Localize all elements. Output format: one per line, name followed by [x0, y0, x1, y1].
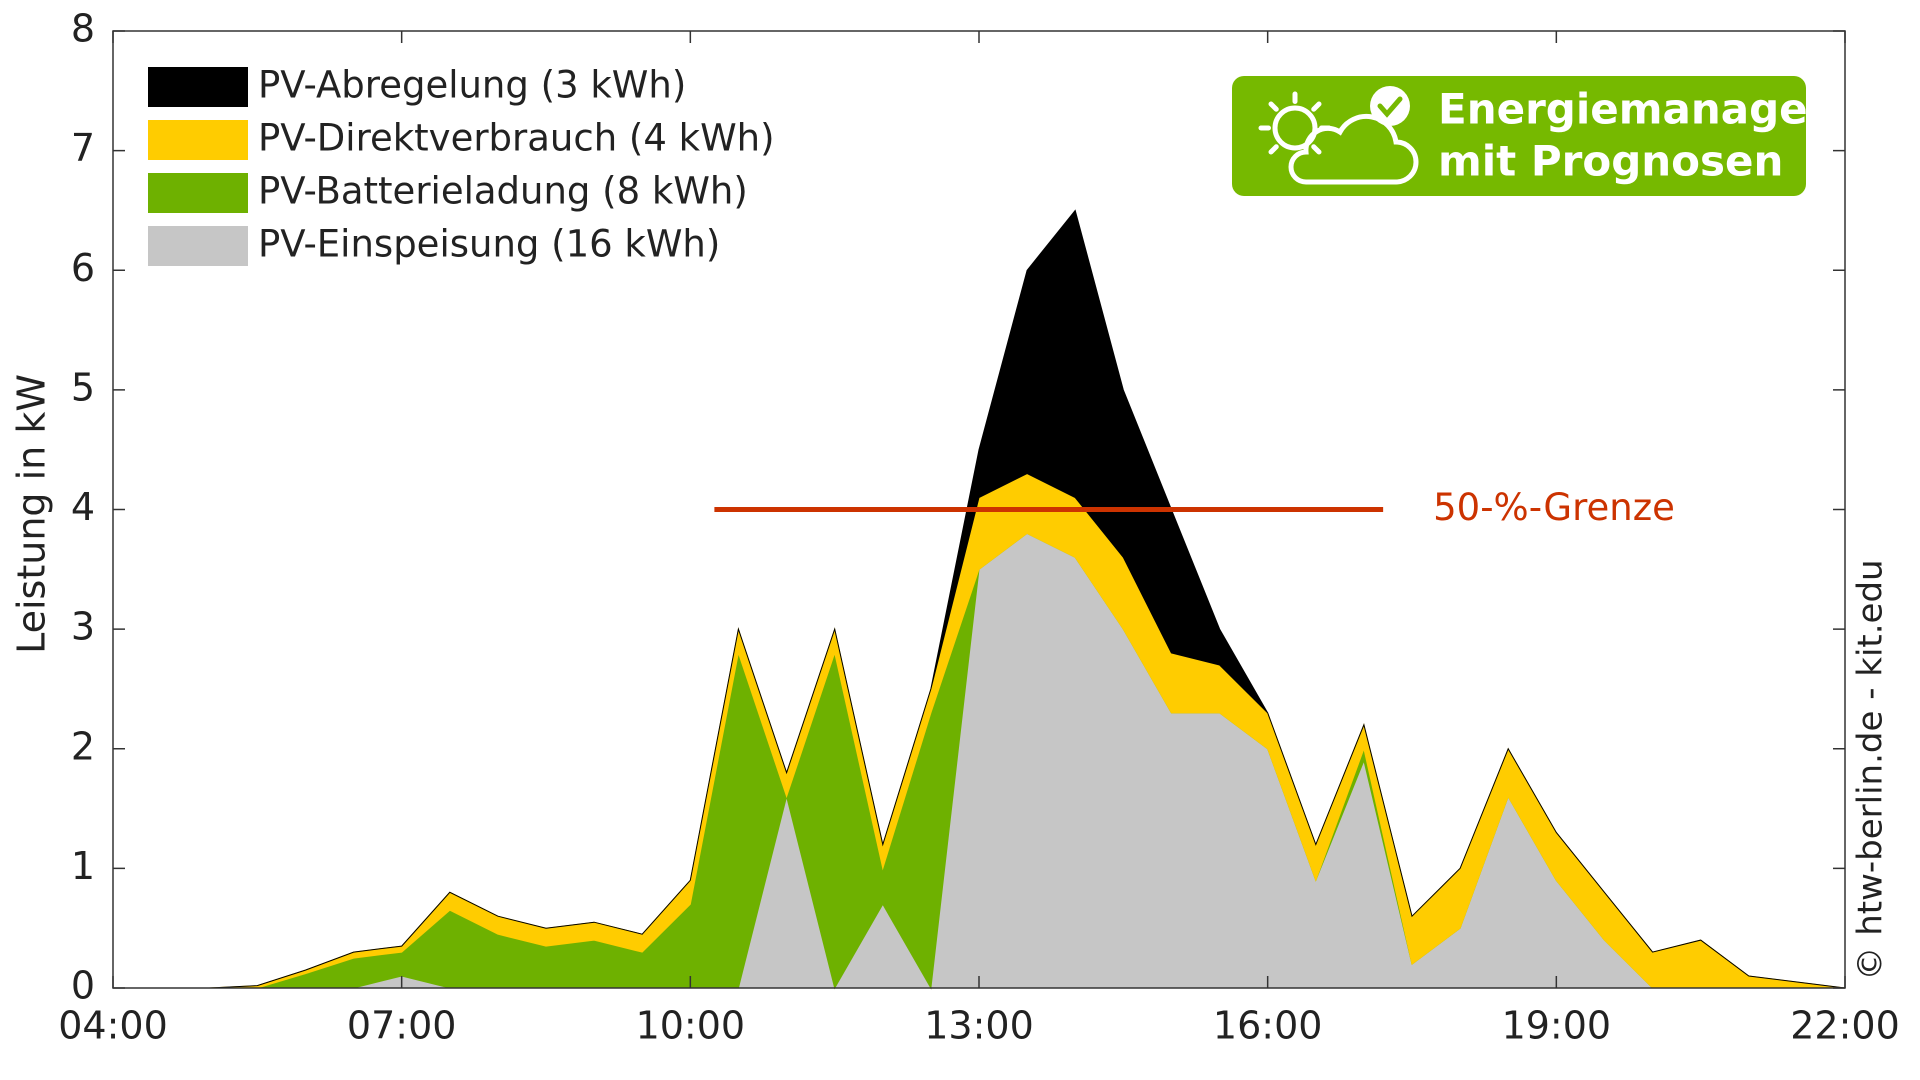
- y-axis-label: Leistung in kW: [10, 374, 54, 654]
- legend-swatch: [148, 120, 248, 160]
- area: [113, 532, 1845, 990]
- legend-label: PV-Batterieladung (8 kWh): [258, 170, 748, 213]
- x-tick-label: 10:00: [636, 1004, 746, 1048]
- sun-ray: [1268, 101, 1279, 112]
- credit: © htw-berlin.de - kit.edu: [1851, 559, 1891, 980]
- x-tick-label: 04:00: [58, 1004, 168, 1048]
- y-tick-label: 6: [71, 246, 95, 290]
- legend-label: PV-Direktverbrauch (4 kWh): [258, 117, 775, 160]
- x-tick-label: 22:00: [1790, 1004, 1900, 1048]
- badge-text: mit Prognosen: [1438, 137, 1783, 186]
- check-icon: [1370, 86, 1410, 126]
- badge-text: Energiemanager: [1438, 85, 1829, 134]
- y-tick-label: 7: [71, 126, 95, 170]
- y-tick-label: 5: [71, 365, 95, 409]
- legend-swatch: [148, 67, 248, 107]
- legend-label: PV-Abregelung (3 kWh): [258, 64, 686, 107]
- cloud-icon: [1288, 113, 1419, 185]
- legend-swatch: [148, 173, 248, 213]
- x-tick-label: 13:00: [924, 1004, 1034, 1048]
- y-tick-label: 8: [71, 7, 95, 51]
- y-tick-label: 0: [71, 964, 95, 1008]
- x-tick-label: 16:00: [1213, 1004, 1323, 1048]
- sun-ray: [1311, 101, 1322, 112]
- x-tick-label: 07:00: [347, 1004, 457, 1048]
- y-tick-label: 4: [71, 485, 95, 529]
- sun-ray: [1268, 144, 1279, 155]
- y-tick-label: 1: [71, 844, 95, 888]
- y-tick-label: 2: [71, 724, 95, 768]
- legend-label: PV-Einspeisung (16 kWh): [258, 223, 720, 266]
- sun-icon: [1272, 105, 1318, 151]
- sun-ray: [1311, 144, 1322, 155]
- check-mark: [1377, 96, 1403, 118]
- x-tick-label: 19:00: [1502, 1004, 1612, 1048]
- limit-label: 50-%-Grenze: [1433, 486, 1675, 529]
- legend-swatch: [148, 226, 248, 266]
- y-tick-label: 3: [71, 605, 95, 649]
